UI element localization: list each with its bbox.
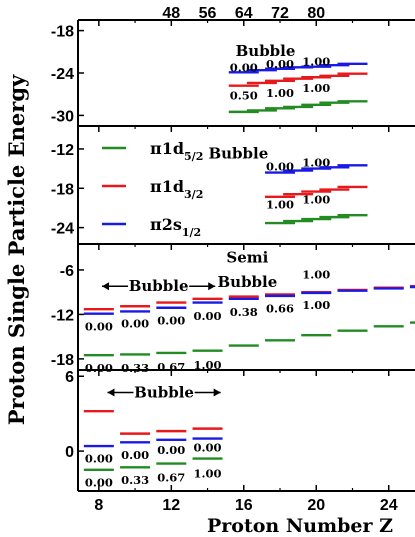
- annotation-text: Bubble: [236, 42, 296, 60]
- occupancy-label: 1.00: [266, 86, 294, 100]
- annotation-arrowhead-left: [107, 388, 115, 397]
- annotation-text: Bubble: [134, 383, 194, 401]
- x-tick-label: 20: [307, 497, 325, 514]
- x-tick-label: 8: [94, 497, 103, 514]
- top-tick-label: 80: [307, 5, 325, 22]
- annotation-arrowhead-right: [208, 282, 216, 291]
- occupancy-label: 1.00: [194, 467, 222, 481]
- occupancy-label: 1.00: [302, 298, 330, 312]
- annotation-text: Semi: [226, 248, 268, 266]
- legend-label-base: π1d: [150, 139, 184, 158]
- occupancy-label: 0.00: [85, 475, 113, 489]
- occupancy-label: 1.00: [302, 267, 330, 281]
- occupancy-label: 0.33: [121, 473, 149, 487]
- y-axis-label: Proton Single Particle Energy: [4, 74, 29, 425]
- occupancy-label: 0.67: [157, 470, 185, 484]
- panel-1: 48 56 64 72 80 -18 -24 -30 0.00 0.00 1.00 0.50 1.00 1…: [51, 5, 415, 126]
- series-group: [83, 285, 415, 357]
- x-tick-label: 12: [162, 497, 180, 514]
- occupancy-label: 1.00: [302, 55, 330, 69]
- panel-4: 8 12 16 20 24 6 0 0.00 0.00 0.00 0.00 0.00 0.33 0.67 1…: [65, 369, 415, 514]
- legend-label: π1d5/2: [150, 139, 203, 163]
- annotation-text: Bubble: [217, 273, 277, 291]
- occupancy-label: 0.00: [85, 452, 113, 466]
- occupancy-label: 0.00: [194, 309, 222, 323]
- annotation-arrowhead-right: [213, 388, 221, 397]
- x-axis-label: Proton Number Z: [207, 515, 393, 537]
- occupancy-label: 0.38: [230, 305, 258, 319]
- top-tick-label: 48: [162, 5, 180, 22]
- top-tick-label: 56: [199, 5, 217, 22]
- occupancy-label: 0.00: [266, 57, 294, 71]
- legend-label-sub: 3/2: [184, 188, 203, 201]
- panels: 48 56 64 72 80-18-24-300.00 0.00 1.000.50 1.00 1…: [51, 5, 415, 514]
- top-tick-label: 64: [235, 5, 253, 22]
- legend-label: π2s1/2: [150, 215, 201, 239]
- annotation-arrowhead-left: [102, 282, 110, 291]
- y-tick-label: -12: [51, 142, 74, 159]
- series-group: [265, 164, 368, 225]
- occupancy-label: 0.50: [230, 89, 258, 103]
- annotation-text: Bubble: [129, 277, 189, 295]
- y-tick-label: -18: [51, 181, 74, 198]
- occupancy-label: 1.00: [302, 192, 330, 206]
- occupancy-label: 0.00: [121, 316, 149, 330]
- occupancy-label: 0.00: [157, 313, 185, 327]
- y-tick-label: -24: [51, 66, 74, 83]
- annotation-text: Bubble: [208, 145, 268, 163]
- y-tick-label: -6: [60, 263, 74, 280]
- y-tick-label: 0: [65, 444, 74, 461]
- panel-3: -6 -12 -18 0.00 0.00 0.00 0.00 0.38 0.66 1.00 1.00…: [51, 243, 415, 375]
- y-tick-label: -24: [51, 221, 74, 238]
- occupancy-label: 1.00: [266, 198, 294, 212]
- top-tick-label: 72: [271, 5, 289, 22]
- y-tick-label: -18: [51, 24, 74, 41]
- occupancy-label: 1.00: [302, 81, 330, 95]
- series-group: [228, 62, 368, 114]
- occupancy-label: 0.00: [157, 443, 185, 457]
- legend-label-base: π2s: [150, 215, 182, 234]
- legend-label-base: π1d: [150, 177, 184, 196]
- occupancy-label: 0.00: [85, 319, 113, 333]
- panel-2: -12-18-240.00 1.001.00 1.00Bubbleπ1d5/2π1d…: [51, 125, 415, 244]
- occupancy-label: 1.00: [194, 358, 222, 372]
- occupancy-label: 0.00: [194, 440, 222, 454]
- occupancy-label: 0.00: [230, 60, 258, 74]
- occupancy-label: 0.33: [121, 361, 149, 375]
- legend-label: π1d3/2: [150, 177, 203, 201]
- y-tick-label: -30: [51, 108, 74, 125]
- legend-label-sub: 5/2: [184, 150, 203, 163]
- occupancy-label: 0.66: [266, 301, 294, 315]
- occupancy-label: 1.00: [302, 156, 330, 170]
- x-tick-label: 24: [380, 497, 398, 514]
- occupancy-label: 0.00: [266, 160, 294, 174]
- legend-label-sub: 1/2: [182, 226, 201, 239]
- occupancy-label: 0.00: [121, 448, 149, 462]
- x-tick-label: 16: [235, 497, 253, 514]
- y-tick-label: -18: [51, 352, 74, 369]
- series-group: [83, 409, 223, 471]
- y-tick-label: -12: [51, 307, 74, 324]
- occupancy-label: 0.00: [85, 361, 113, 375]
- y-tick-label: 6: [65, 369, 74, 386]
